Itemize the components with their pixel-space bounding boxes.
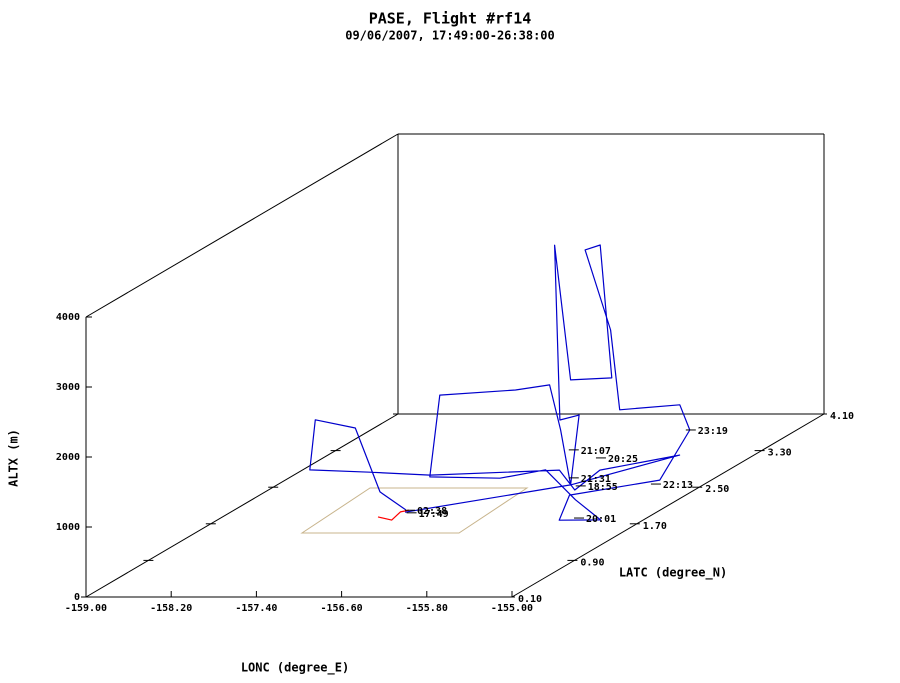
ground-region [300, 487, 529, 534]
flight-track [377, 509, 410, 521]
y-tick-label: 2.50 [705, 484, 729, 495]
annotation: 23:19 [698, 426, 728, 437]
x-tick-label: -158.20 [150, 603, 192, 614]
y-tick-label: 3.30 [768, 448, 792, 459]
chart-title: PASE, Flight #rf14 [369, 10, 532, 28]
y-tick-label: 0.10 [518, 594, 542, 605]
y-tick-label: 4.10 [830, 411, 854, 422]
box-edge [85, 413, 399, 598]
y-tick-label: 0.90 [580, 557, 604, 568]
z-tick-label: 2000 [56, 452, 80, 463]
annotation: 20:01 [586, 514, 616, 525]
annotation: 22:13 [663, 480, 693, 491]
x-tick-label: -155.80 [406, 603, 448, 614]
x-axis-label: LONC (degree_E) [241, 661, 349, 676]
z-tick-label: 1000 [56, 522, 80, 533]
annotation: 21:07 [581, 446, 611, 457]
x-tick-label: -155.00 [491, 603, 533, 614]
annotation: 18:55 [588, 482, 618, 493]
chart-subtitle: 09/06/2007, 17:49:00-26:38:00 [345, 29, 555, 43]
x-tick-label: -156.60 [321, 603, 363, 614]
annotation: 02:38 [417, 506, 447, 517]
annotation: 21:31 [581, 474, 611, 485]
x-tick-label: -157.40 [235, 603, 277, 614]
z-tick-label: 0 [74, 592, 80, 603]
box-edge [511, 413, 825, 598]
flight-track [309, 244, 691, 521]
x-tick-label: -159.00 [65, 603, 107, 614]
z-tick-label: 4000 [56, 312, 80, 323]
z-axis-label: ALTX (m) [7, 429, 21, 487]
z-tick-label: 3000 [56, 382, 80, 393]
box-edge [85, 133, 399, 318]
annotation: 20:25 [608, 454, 638, 465]
y-axis-label: LATC (degree_N) [619, 566, 727, 581]
y-tick-label: 1.70 [643, 521, 667, 532]
annotation: 17:49 [419, 509, 449, 520]
